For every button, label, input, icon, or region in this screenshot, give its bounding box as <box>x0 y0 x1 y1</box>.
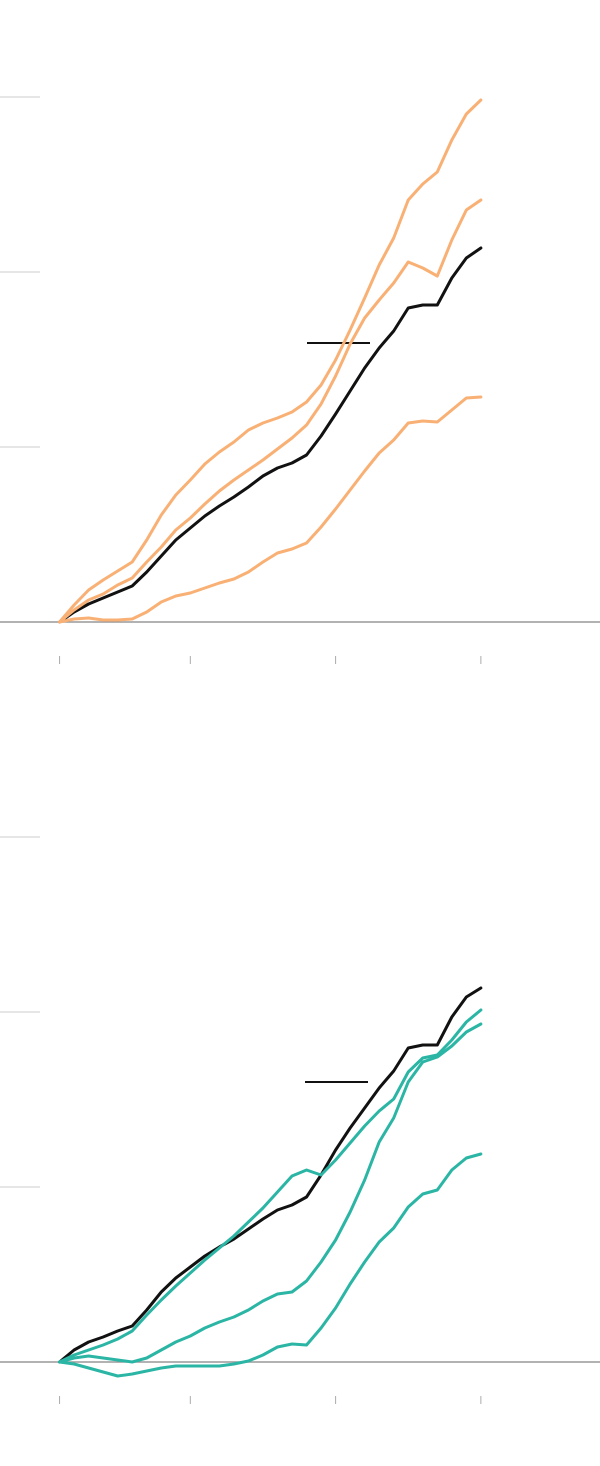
series-line <box>58 198 483 624</box>
series-line <box>58 1152 483 1378</box>
series-line <box>58 1008 483 1364</box>
series-line <box>58 986 483 1364</box>
series-line <box>58 246 483 624</box>
series-line <box>58 98 483 624</box>
series-line <box>58 1022 483 1364</box>
series-line <box>58 395 483 624</box>
